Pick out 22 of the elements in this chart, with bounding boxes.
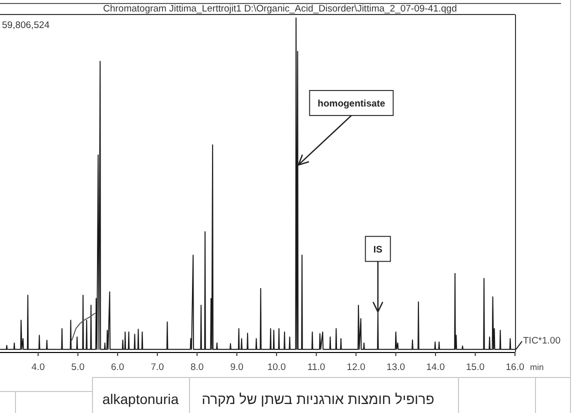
- x-tick-label: 7.0: [150, 362, 164, 373]
- x-tick-label: 10.0: [267, 362, 286, 373]
- x-tick-label: 16.0: [506, 362, 524, 373]
- title: Chromatogram Jittima_Lerttrojit1 D:\Organic_Acid_Disorder\Jittima_2_07-09-41.qgd: [103, 4, 457, 14]
- annotation: homogentisate: [318, 98, 386, 110]
- annotation: 59,806,524: [2, 20, 50, 31]
- x-tick-label: 11.0: [307, 362, 326, 373]
- xlabel: min: [530, 362, 544, 372]
- x-tick-label: 14.0: [426, 362, 445, 373]
- annotation: פרופיל חומצות אורגניות בשתן של מקרה: [202, 391, 434, 407]
- annotation: IS: [373, 244, 382, 256]
- annotation: IS: [364, 236, 391, 262]
- x-tick-label: 12.0: [346, 362, 366, 373]
- x-tick-label: 6.0: [111, 362, 124, 373]
- x-tick-label: 13.0: [386, 362, 406, 373]
- x-tick-label: 8.0: [190, 362, 204, 373]
- x-tick-label: 4.0: [32, 362, 45, 373]
- annotation: homogentisate: [309, 90, 394, 116]
- x-tick-label: 15.0: [466, 362, 485, 373]
- annotation: alkaptonuria: [102, 391, 179, 407]
- x-tick-label: 9.0: [230, 362, 244, 373]
- x-tick-label: 5.0: [71, 362, 84, 373]
